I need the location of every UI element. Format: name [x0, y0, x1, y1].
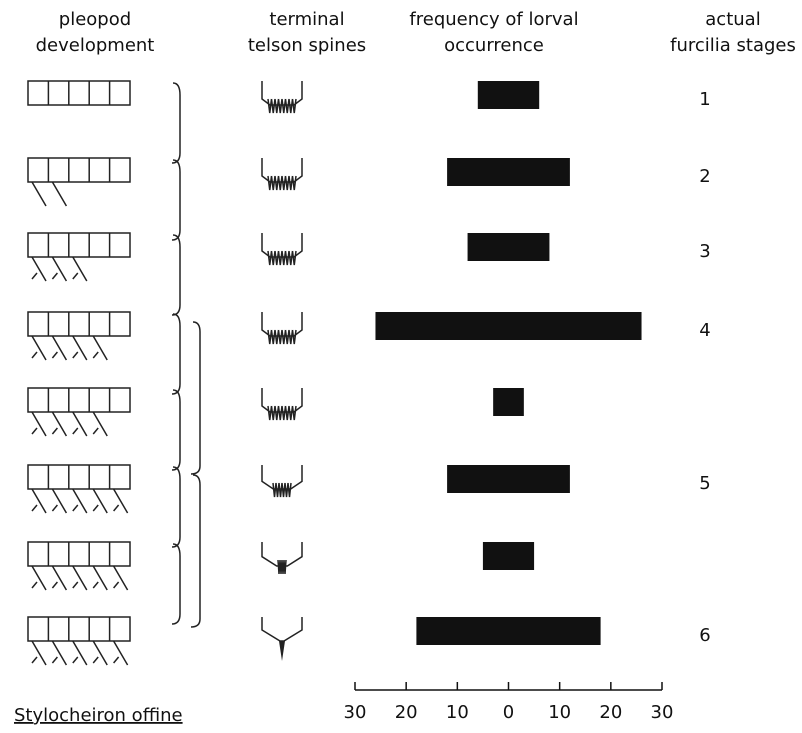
bracket	[172, 160, 180, 240]
pleopod-leg	[73, 582, 78, 588]
telson-spines	[273, 483, 291, 497]
pleopod-leg	[73, 657, 78, 663]
x-tick-label: 10	[446, 702, 469, 723]
pleopod-leg	[93, 582, 98, 588]
page: Stylocheiron offine pleopod development te…	[0, 0, 802, 733]
pleopod-leg	[32, 352, 37, 358]
pleopod-leg	[32, 657, 37, 663]
pleopod-leg	[73, 505, 78, 511]
bar	[478, 81, 539, 109]
pleopod-leg	[32, 505, 37, 511]
stage-label: 6	[699, 625, 710, 646]
x-tick-label: 20	[599, 702, 622, 723]
bar	[447, 465, 570, 493]
column-header: frequency of lorval	[409, 9, 578, 30]
pleopod-box	[28, 312, 130, 336]
column-header: telson spines	[248, 35, 366, 56]
pleopod-leg	[73, 352, 78, 358]
telson-spines	[268, 330, 296, 344]
telson-spines	[268, 176, 296, 190]
stage-label: 4	[699, 320, 710, 341]
stage-label: 2	[699, 166, 710, 187]
x-tick-label: 20	[395, 702, 418, 723]
pleopod-leg	[93, 428, 98, 434]
column-header: actual	[705, 9, 760, 30]
bracket	[172, 235, 180, 315]
bracket	[172, 83, 180, 163]
pleopod-leg	[114, 582, 119, 588]
pleopod-box	[28, 465, 130, 489]
pleopod-leg	[93, 352, 98, 358]
pleopod-leg	[52, 428, 57, 434]
x-tick-label: 30	[651, 702, 674, 723]
column-header: furcilia stages	[670, 35, 796, 56]
pleopod-box	[28, 542, 130, 566]
x-tick-label: 10	[548, 702, 571, 723]
pleopod-leg	[73, 273, 78, 279]
pleopod-leg	[32, 582, 37, 588]
bar	[468, 233, 550, 261]
pleopod-leg	[114, 657, 119, 663]
illustrations	[28, 81, 302, 665]
stage-label: 3	[699, 241, 710, 262]
bracket	[191, 475, 200, 627]
chart: Stylocheiron offine pleopod development te…	[0, 0, 802, 733]
pleopod-box	[28, 233, 130, 257]
x-tick-label: 0	[503, 702, 514, 723]
telson-spines	[268, 99, 296, 113]
pleopod-leg	[52, 505, 57, 511]
pleopod-leg	[52, 182, 66, 206]
column-header: terminal	[269, 9, 344, 30]
pleopod-leg	[52, 657, 57, 663]
bracket	[172, 390, 180, 470]
pleopod-leg	[73, 428, 78, 434]
column-header: development	[36, 35, 155, 56]
pleopod-leg	[93, 657, 98, 663]
stage-label: 1	[699, 89, 710, 110]
pleopod-box	[28, 158, 130, 182]
pleopod-leg	[32, 428, 37, 434]
pleopod-leg	[52, 582, 57, 588]
telson-spines	[268, 251, 296, 265]
bracket	[172, 544, 180, 624]
bracket	[172, 314, 180, 394]
pleopod-leg	[52, 273, 57, 279]
telson-spines	[268, 406, 296, 420]
bracket	[172, 467, 180, 547]
pleopod-box	[28, 81, 130, 105]
bracket	[191, 322, 200, 474]
pleopod-leg	[32, 182, 46, 206]
pleopod-leg	[93, 505, 98, 511]
pleopod-leg	[114, 505, 119, 511]
pleopod-box	[28, 388, 130, 412]
telson	[262, 617, 302, 641]
telson-spine	[279, 641, 285, 661]
pleopod-box	[28, 617, 130, 641]
bar	[447, 158, 570, 186]
stage-label: 5	[699, 473, 710, 494]
bar	[375, 312, 641, 340]
telson-spines	[278, 560, 286, 574]
pleopod-leg	[32, 273, 37, 279]
pleopod-leg	[52, 352, 57, 358]
chart-title: Stylocheiron offine	[14, 705, 183, 726]
column-header: pleopod	[59, 9, 131, 30]
column-header: occurrence	[444, 35, 544, 56]
x-tick-label: 30	[344, 702, 367, 723]
bar	[416, 617, 600, 645]
bar	[493, 388, 524, 416]
bar	[483, 542, 534, 570]
